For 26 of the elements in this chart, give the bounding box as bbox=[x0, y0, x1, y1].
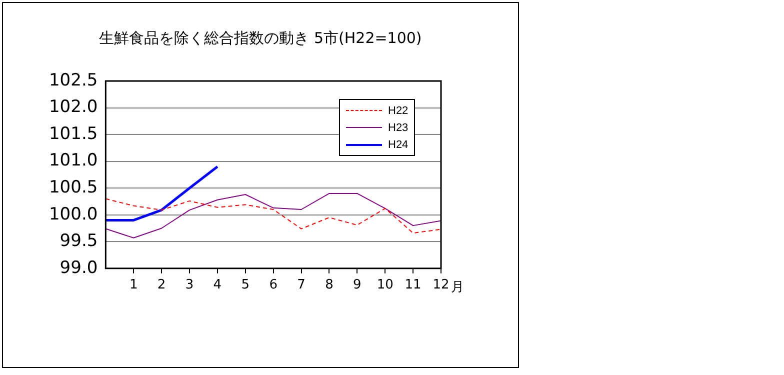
legend-label: H23 bbox=[388, 122, 408, 134]
x-tick-label: 12 bbox=[432, 278, 450, 293]
x-tick-label: 9 bbox=[353, 278, 362, 293]
chart-title: 生鮮食品を除く総合指数の動き 5市(H22=100) bbox=[98, 29, 423, 48]
line-series bbox=[106, 198, 441, 234]
x-tick-label: 7 bbox=[297, 278, 306, 293]
x-tick-label: 1 bbox=[129, 278, 138, 293]
y-tick-label: 99.0 bbox=[60, 258, 98, 278]
x-tick-label: 4 bbox=[213, 278, 222, 293]
x-tick-label: 10 bbox=[376, 278, 394, 293]
y-tick-label: 100.5 bbox=[48, 178, 98, 198]
legend-label: H24 bbox=[388, 138, 408, 150]
y-tick-label: 101.0 bbox=[48, 150, 98, 171]
y-tick-label: 100.0 bbox=[48, 204, 98, 224]
x-tick-label: 6 bbox=[269, 278, 278, 293]
y-tick-label: 101.5 bbox=[48, 124, 98, 144]
x-tick-label: 3 bbox=[185, 278, 194, 293]
y-tick-label: 99.5 bbox=[60, 231, 98, 252]
y-tick-label: 102.0 bbox=[48, 97, 98, 118]
x-axis-title: 月 bbox=[451, 280, 464, 295]
x-tick-label: 11 bbox=[404, 278, 422, 293]
x-tick-label: 2 bbox=[157, 278, 166, 293]
x-tick-label: 8 bbox=[325, 278, 334, 293]
y-tick-label: 102.5 bbox=[48, 70, 98, 90]
x-tick-label: 5 bbox=[241, 278, 250, 293]
legend-label: H22 bbox=[388, 104, 408, 116]
